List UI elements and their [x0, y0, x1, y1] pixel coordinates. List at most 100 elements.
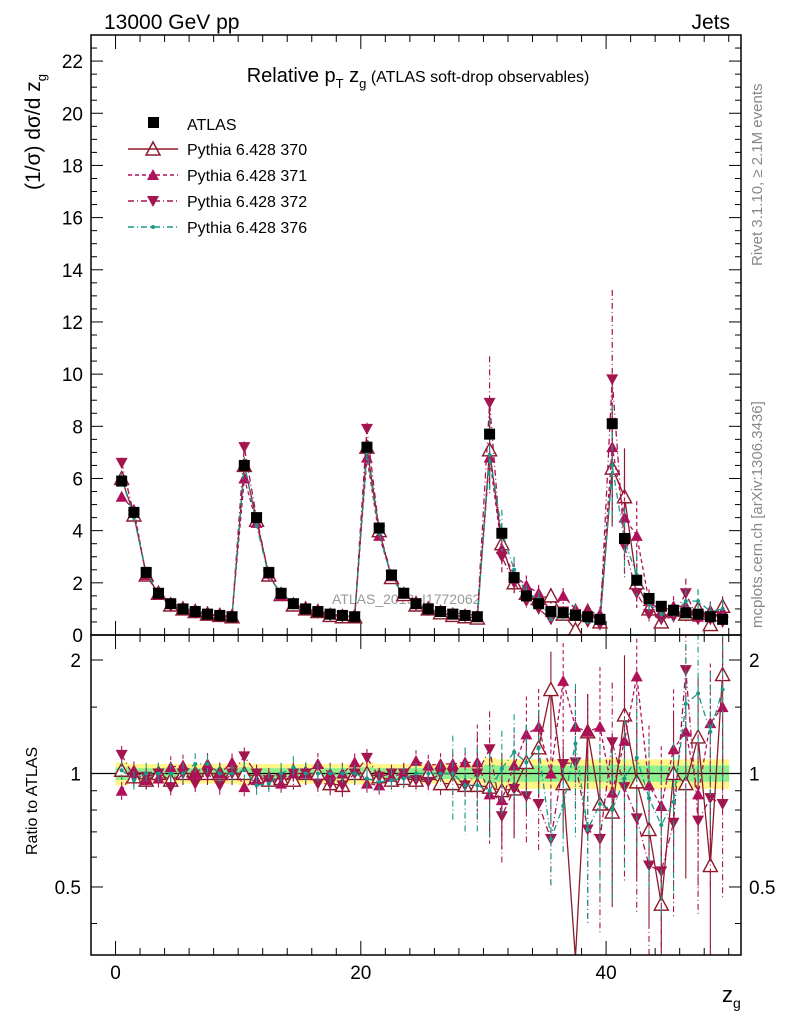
- ratio-data-point: [266, 781, 271, 786]
- data-point: [495, 551, 508, 563]
- ratio-y-tick-label-right: 2: [749, 651, 760, 672]
- legend-label-370: Pythia 6.428 370: [187, 142, 307, 159]
- ratio-data-point: [250, 768, 263, 780]
- ratio-data-point: [475, 783, 480, 788]
- ratio-data-point: [544, 767, 557, 779]
- ratio-data-point: [238, 781, 251, 793]
- atlas-data-point: [484, 428, 496, 440]
- ratio-data-point: [189, 778, 202, 790]
- ratio-data-point: [610, 808, 615, 813]
- ratio-data-point: [315, 771, 320, 776]
- ratio-y-tick-label: 2: [70, 651, 81, 672]
- ratio-y-axis-label: Ratio to ATLAS: [24, 747, 41, 855]
- ratio-data-point: [520, 791, 533, 803]
- x-tick-label: 0: [110, 963, 121, 984]
- legend: ATLAS Pythia 6.428 370 Pythia 6.428 371 …: [128, 117, 307, 237]
- ratio-data-point: [622, 776, 627, 781]
- ratio-data-point: [336, 780, 349, 792]
- ratio-data-point: [238, 751, 251, 763]
- ratio-panel: 0.5 0.51 12 20 20 40 Ratio to ATLAS zg: [24, 634, 776, 1011]
- x-axis-label: zg: [722, 982, 741, 1011]
- atlas-data-point: [275, 587, 287, 599]
- ratio-data-point: [432, 775, 449, 791]
- ratio-data-point: [131, 778, 136, 783]
- ratio-data-point: [168, 771, 173, 776]
- atlas-data-point: [177, 603, 189, 615]
- ratio-data-point: [720, 687, 725, 692]
- ratio-data-point: [422, 776, 435, 788]
- ratio-data-point: [618, 734, 631, 746]
- ratio-data-point: [144, 771, 149, 776]
- ratio-series-line: [121, 670, 723, 873]
- main-y-tick-labels: 0 2 4 6 8 10 12 14 16 18 20 22: [62, 52, 84, 647]
- data-point: [487, 453, 492, 457]
- ratio-data-point: [397, 768, 410, 780]
- ratio-data-point: [495, 811, 508, 823]
- main-y-tick-label: 8: [72, 417, 83, 438]
- atlas-data-point: [569, 609, 581, 621]
- atlas-data-point: [361, 441, 373, 453]
- ratio-data-point: [597, 801, 602, 806]
- data-point: [483, 397, 496, 409]
- data-point: [643, 609, 656, 621]
- atlas-data-point: [471, 611, 483, 623]
- atlas-data-point: [557, 607, 569, 619]
- atlas-data-point: [336, 609, 348, 621]
- ratio-data-point: [557, 758, 570, 770]
- mcplots-label: mcplots.cern.ch [arXiv:1306.3436]: [749, 401, 766, 628]
- atlas-data-point: [410, 598, 422, 610]
- atlas-data-point: [202, 608, 214, 620]
- data-point: [557, 589, 570, 601]
- data-point: [606, 374, 619, 386]
- atlas-data-point: [631, 574, 643, 586]
- ratio-data-point: [217, 771, 222, 776]
- ratio-data-point: [716, 798, 729, 810]
- ratio-data-point: [410, 754, 422, 766]
- ratio-data-point: [401, 776, 406, 781]
- ratio-series-clipped: [113, 635, 731, 955]
- ratio-data-point: [536, 745, 541, 750]
- ratio-data-point: [328, 771, 333, 776]
- ratio-data-point: [226, 756, 239, 768]
- main-y-tick-label: 2: [72, 574, 83, 595]
- atlas-data-point: [520, 590, 532, 602]
- data-point: [630, 529, 643, 541]
- ratio-data-point: [352, 771, 357, 776]
- ratio-tick-labels: 0.5 0.51 12 20 20 40: [55, 651, 776, 984]
- ratio-data-point: [593, 720, 606, 732]
- data-point: [548, 617, 553, 622]
- atlas-data-point: [459, 609, 471, 621]
- data-point: [683, 599, 688, 604]
- ratio-axis-ticks: [91, 635, 741, 955]
- ratio-data-point: [696, 691, 701, 696]
- x-tick-label: 40: [596, 963, 617, 984]
- data-point: [115, 457, 128, 469]
- ratio-data-point: [311, 778, 324, 790]
- atlas-data-point: [152, 587, 164, 599]
- atlas-data-point: [533, 598, 545, 610]
- ratio-data-point: [213, 780, 226, 792]
- ratio-data-point: [291, 765, 296, 770]
- main-y-tick-label: 16: [62, 209, 83, 230]
- ratio-data-point: [360, 752, 373, 764]
- chart-title: Relative pT zg (ATLAS soft-drop observab…: [247, 65, 590, 91]
- legend-marker-370: [144, 140, 162, 156]
- ratio-y-tick-label-right: 0.5: [749, 878, 775, 899]
- ratio-data-point: [389, 778, 394, 783]
- ratio-data-point: [230, 771, 235, 776]
- data-point: [618, 541, 631, 553]
- ratio-data-point: [508, 783, 521, 795]
- ratio-data-point: [573, 741, 578, 746]
- ratio-frame: [90, 634, 742, 956]
- legend-label-371: Pythia 6.428 371: [187, 168, 307, 185]
- ratio-data-point: [254, 783, 259, 788]
- atlas-data-point: [189, 606, 201, 618]
- atlas-data-point: [545, 606, 557, 618]
- atlas-data-point: [287, 598, 299, 610]
- ratio-data-point: [324, 778, 337, 790]
- ratio-data-point: [115, 784, 128, 796]
- legend-marker-372: [147, 196, 159, 207]
- atlas-data-point: [398, 587, 410, 599]
- ratio-data-point: [115, 749, 128, 761]
